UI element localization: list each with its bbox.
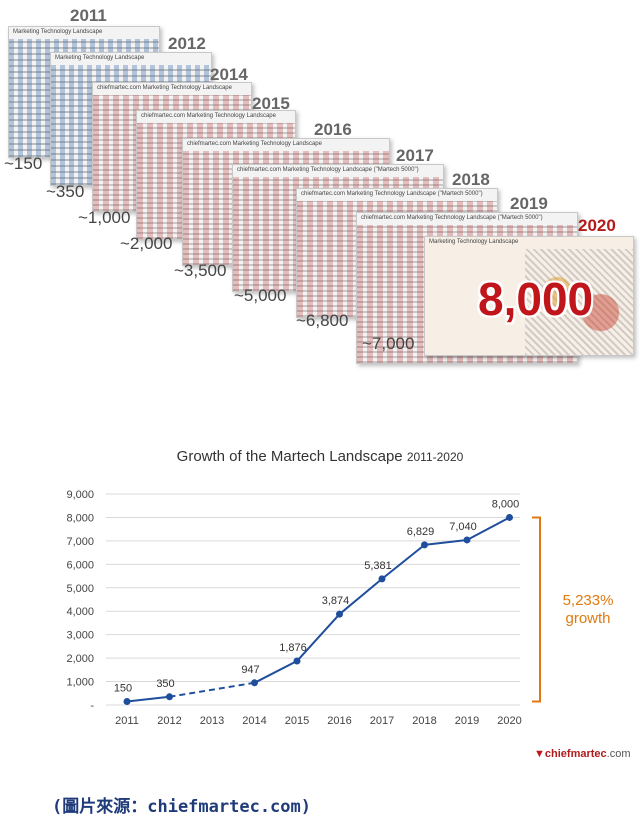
y-tick-label: 9,000 <box>66 489 94 501</box>
x-tick-label: 2018 <box>412 715 436 727</box>
count-label-2012: ~350 <box>46 182 85 201</box>
year-label-2016: 2016 <box>314 120 352 139</box>
y-tick-label: 2,000 <box>66 653 94 665</box>
data-label-2018: 6,829 <box>407 526 435 538</box>
count-label-2019: ~7,000 <box>362 334 415 353</box>
landscape-card-2020: Marketing Technology Landscape <box>424 236 634 356</box>
year-label-2015: 2015 <box>252 94 290 113</box>
y-tick-label: 6,000 <box>66 559 94 571</box>
y-tick-label: 7,000 <box>66 536 94 548</box>
x-tick-label: 2015 <box>285 715 309 727</box>
x-tick-label: 2017 <box>370 715 394 727</box>
x-tick-label: 2016 <box>327 715 351 727</box>
x-tick-label: 2011 <box>115 715 139 727</box>
x-tick-label: 2012 <box>157 715 181 727</box>
count-label-2016: ~3,500 <box>174 261 227 280</box>
series-segment <box>381 544 426 580</box>
count-label-2014: ~1,000 <box>78 208 131 227</box>
data-label-2016: 3,874 <box>322 595 350 607</box>
year-label-2014: 2014 <box>210 65 248 84</box>
data-label-2014: 947 <box>241 664 259 676</box>
year-label-2017: 2017 <box>396 146 434 165</box>
data-label-2012: 350 <box>156 678 174 690</box>
series-segment <box>296 613 341 662</box>
data-point-2012 <box>166 693 173 701</box>
year-label-2012: 2012 <box>168 34 206 53</box>
year-label-2011: 2011 <box>70 6 107 25</box>
x-tick-label: 2020 <box>497 715 521 727</box>
x-tick-label: 2013 <box>200 715 224 727</box>
y-tick-label: 8,000 <box>66 512 94 524</box>
year-label-2018: 2018 <box>452 170 490 189</box>
x-tick-label: 2019 <box>455 715 479 727</box>
y-tick-label: 4,000 <box>66 606 94 618</box>
chiefmartec-logo: ▼chiefmartec.com <box>534 748 631 760</box>
y-tick-label: 3,000 <box>66 630 94 642</box>
chart-title: Growth of the Martech Landscape 2011-202… <box>0 448 640 465</box>
data-label-2020: 8,000 <box>492 498 520 510</box>
data-label-2015: 1,876 <box>279 642 307 654</box>
count-label-2017: ~5,000 <box>234 286 287 305</box>
y-tick-label: 1,000 <box>66 677 94 689</box>
data-point-2014 <box>251 679 258 687</box>
count-label-2015: ~2,000 <box>120 234 173 253</box>
data-point-2011 <box>123 697 131 705</box>
data-point-2018 <box>421 541 428 549</box>
data-point-2016 <box>336 610 343 618</box>
landscape-evolution: Marketing Technology Landscape Marketing… <box>0 0 640 380</box>
data-point-2020 <box>506 513 513 521</box>
growth-bracket <box>532 516 541 703</box>
year-label-2020: 2020 <box>578 216 616 235</box>
series-segment <box>424 538 468 546</box>
x-tick-label: 2014 <box>242 715 266 727</box>
data-label-2011: 150 <box>114 682 132 694</box>
y-tick-label: - <box>90 700 94 712</box>
series-segment <box>126 695 170 703</box>
y-tick-label: 5,000 <box>66 583 94 595</box>
series-segment <box>254 660 298 684</box>
count-label-2011: ~150 <box>4 154 43 173</box>
data-point-2017 <box>378 575 386 583</box>
growth-annotation: 5,233% growth <box>553 592 623 628</box>
image-source-caption: (圖片來源：chiefmartec.com) <box>52 797 311 817</box>
chart-title-years: 2011-2020 <box>406 450 464 464</box>
count-label-2018: ~6,800 <box>296 311 349 330</box>
growth-word: growth <box>565 610 611 627</box>
data-point-2019 <box>463 536 471 544</box>
highlight-count-2020: 8,000 <box>478 273 594 325</box>
data-point-2015 <box>293 657 301 665</box>
growth-percent: 5,233% <box>562 592 614 609</box>
chart-title-main: Growth of the Martech Landscape <box>176 448 403 465</box>
data-label-2019: 7,040 <box>449 521 477 533</box>
year-label-2019: 2019 <box>510 194 548 213</box>
series-segment <box>338 578 383 615</box>
data-label-2017: 5,381 <box>364 560 392 572</box>
series-segment <box>466 516 510 541</box>
logo-mark-icon: ▼ <box>534 748 545 760</box>
series-segment-dashed <box>169 681 255 698</box>
